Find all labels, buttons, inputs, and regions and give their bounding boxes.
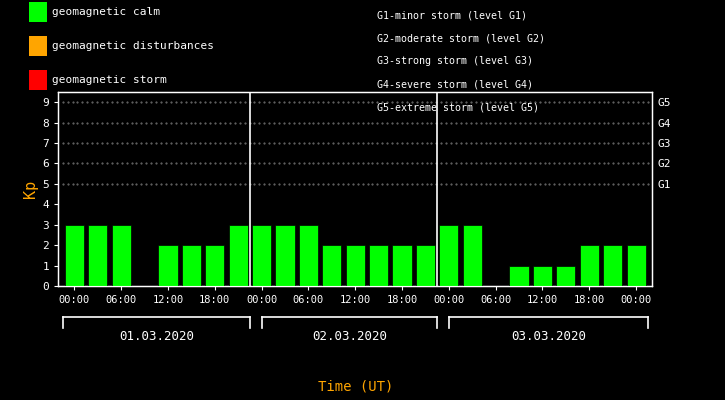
- Bar: [112, 225, 130, 286]
- Text: G3-strong storm (level G3): G3-strong storm (level G3): [377, 56, 533, 66]
- Text: 02.03.2020: 02.03.2020: [312, 330, 387, 343]
- Bar: [439, 225, 458, 286]
- Bar: [65, 225, 84, 286]
- Bar: [182, 245, 201, 286]
- Text: geomagnetic storm: geomagnetic storm: [52, 75, 167, 85]
- Bar: [510, 266, 529, 286]
- Text: G5-extreme storm (level G5): G5-extreme storm (level G5): [377, 103, 539, 113]
- Bar: [580, 245, 599, 286]
- Bar: [158, 245, 178, 286]
- Bar: [88, 225, 107, 286]
- Bar: [369, 245, 389, 286]
- Bar: [228, 225, 248, 286]
- Bar: [299, 225, 318, 286]
- Bar: [626, 245, 646, 286]
- Bar: [205, 245, 225, 286]
- Y-axis label: Kp: Kp: [23, 180, 38, 198]
- Text: 01.03.2020: 01.03.2020: [119, 330, 194, 343]
- Text: Time (UT): Time (UT): [318, 380, 393, 394]
- Bar: [603, 245, 622, 286]
- Bar: [556, 266, 576, 286]
- Text: G2-moderate storm (level G2): G2-moderate storm (level G2): [377, 33, 545, 43]
- Bar: [252, 225, 271, 286]
- Bar: [392, 245, 412, 286]
- Text: geomagnetic calm: geomagnetic calm: [52, 7, 160, 17]
- Bar: [346, 245, 365, 286]
- Bar: [463, 225, 482, 286]
- Text: G4-severe storm (level G4): G4-severe storm (level G4): [377, 80, 533, 90]
- Bar: [533, 266, 552, 286]
- Bar: [416, 245, 435, 286]
- Text: G1-minor storm (level G1): G1-minor storm (level G1): [377, 10, 527, 20]
- Text: geomagnetic disturbances: geomagnetic disturbances: [52, 41, 214, 51]
- Bar: [276, 225, 294, 286]
- Bar: [322, 245, 341, 286]
- Text: 03.03.2020: 03.03.2020: [511, 330, 586, 343]
